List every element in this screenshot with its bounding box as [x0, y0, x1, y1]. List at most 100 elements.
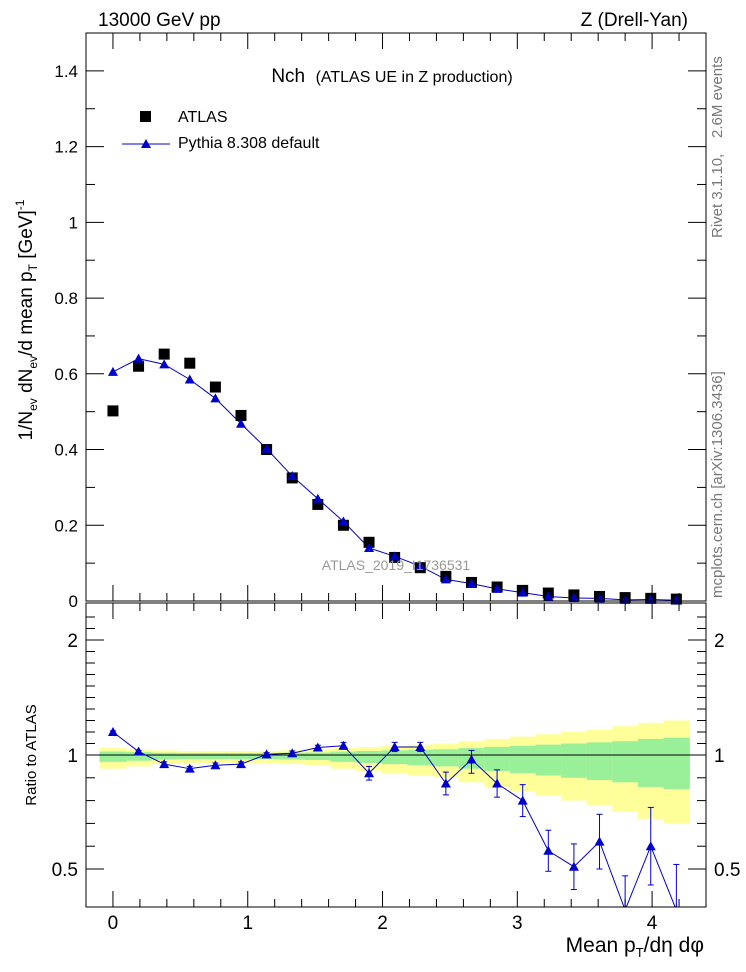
pythia-point [261, 443, 272, 453]
ratio-point [440, 778, 451, 788]
atlas-point [107, 405, 119, 417]
band-green [356, 750, 382, 763]
ratio-point [261, 749, 272, 759]
pythia-point [671, 595, 682, 605]
band-green [637, 738, 664, 787]
main-ytick-label: 1 [69, 213, 78, 232]
band-green [228, 752, 254, 760]
pythia-point [543, 591, 554, 601]
pythia-point [415, 561, 426, 571]
ratio-point [312, 742, 323, 752]
ratio-point [236, 759, 246, 769]
main-frame [85, 32, 707, 602]
pythia-point [466, 578, 477, 588]
chart-title-main: Nch [271, 66, 305, 87]
pythia-point [492, 583, 503, 593]
ratio-point [645, 841, 656, 851]
pythia-point [287, 471, 298, 481]
ratio-xtick-label: 4 [647, 913, 658, 934]
band-green [99, 751, 127, 762]
rivet-label: Rivet 3.1.10, 2.6M events [709, 56, 726, 238]
ratio-series [107, 727, 680, 907]
band-green [202, 752, 229, 760]
ratio-point [364, 768, 375, 778]
band-green [561, 743, 587, 778]
band-green [407, 749, 434, 766]
band-green [176, 752, 203, 760]
ratio-point [675, 905, 678, 907]
main-ylabel: 1/Nev dNev/d mean pT [GeV]-1 [13, 199, 40, 440]
pythia-point [159, 359, 170, 369]
main-ytick-label: 1.4 [54, 62, 78, 81]
band-green [509, 745, 536, 774]
pythia-point [517, 587, 528, 597]
atlas-point [184, 357, 196, 369]
ratio-axis-ticks: 0.5 0.5 1 1 2 2 0 1 2 3 4 [52, 603, 740, 934]
band-green [484, 746, 510, 771]
main-ytick-label: 0.2 [54, 516, 78, 535]
ratio-point [159, 759, 170, 769]
ratio-ytick-label: 0.5 [52, 860, 78, 881]
atlas-point [235, 409, 247, 421]
legend-label-pythia: Pythia 8.308 default [178, 135, 320, 152]
band-green [305, 752, 331, 761]
pythia-point [364, 542, 375, 552]
main-ytick-label: 0.6 [54, 365, 78, 384]
legend-label-atlas: ATLAS [178, 109, 228, 126]
ratio-ytick-label-right: 2 [714, 631, 725, 652]
band-green [663, 737, 690, 790]
pythia-point [184, 374, 195, 384]
main-plot-area [107, 348, 682, 605]
ratio-point [543, 845, 554, 855]
ratio-ytick-label-right: 1 [714, 746, 725, 767]
header-left: 13000 GeV pp [98, 10, 221, 31]
band-green [151, 752, 177, 760]
ratio-point [338, 740, 349, 750]
ratio-plot-area [107, 727, 680, 907]
main-ytick-label: 0 [69, 592, 78, 611]
band-green [330, 751, 357, 762]
ratio-ytick-label-right: 0.5 [714, 860, 740, 881]
main-panel: 0 0.2 0.4 0.6 0.8 1 1.2 1.4 Nch (ATLAS UE in Z … [13, 32, 707, 611]
header-right: Z (Drell-Yan) [581, 10, 688, 31]
atlas-point [312, 498, 324, 510]
atlas-point [133, 360, 145, 372]
pythia-point [312, 493, 323, 503]
x-axis-label: Mean pT/dη dφ [566, 934, 704, 960]
band-green [433, 749, 459, 767]
ratio-xtick-label: 2 [377, 913, 388, 934]
ratio-point [517, 795, 528, 805]
ratio-point [568, 861, 579, 871]
ratio-xtick-label: 1 [242, 913, 253, 934]
ratio-point [594, 836, 605, 846]
band-green [381, 750, 408, 765]
pythia-point [236, 418, 246, 428]
atlas-point [363, 536, 375, 548]
mcplots-label: mcplots.cern.ch [arXiv:1306.3436] [709, 371, 726, 598]
band-green [126, 752, 152, 761]
pythia-point [594, 593, 605, 603]
main-ytick-label: 1.2 [54, 138, 78, 157]
ratio-ylabel: Ratio to ATLAS [23, 704, 40, 805]
main-ytick-label: 0.8 [54, 289, 78, 308]
main-ytick-label: 0.4 [54, 441, 78, 460]
legend-marker-atlas [140, 111, 151, 122]
chart-title-sub: (ATLAS UE in Z production) [316, 69, 513, 86]
ratio-point [492, 778, 503, 788]
main-axis-ticks: 0 0.2 0.4 0.6 0.8 1 1.2 1.4 [54, 32, 707, 611]
ratio-ytick-label: 2 [67, 631, 78, 652]
ratio-panel: 0.5 0.5 1 1 2 2 0 1 2 3 4 Ratio to ATLAS Mean pT/d… [23, 602, 740, 960]
legend-marker-pythia [141, 139, 151, 148]
atlas-point [209, 381, 221, 393]
pythia-point [389, 551, 400, 561]
ratio-point [466, 754, 477, 764]
ratio-point [287, 748, 298, 758]
pythia-point [107, 366, 118, 376]
atlas-point [158, 348, 170, 360]
ratio-ytick-label: 1 [67, 746, 78, 767]
band-green [535, 744, 562, 776]
pythia-point [338, 516, 349, 526]
watermark: ATLAS_2019_I1736531 [322, 557, 471, 573]
chart-title: Nch (ATLAS UE in Z production) [271, 66, 512, 87]
